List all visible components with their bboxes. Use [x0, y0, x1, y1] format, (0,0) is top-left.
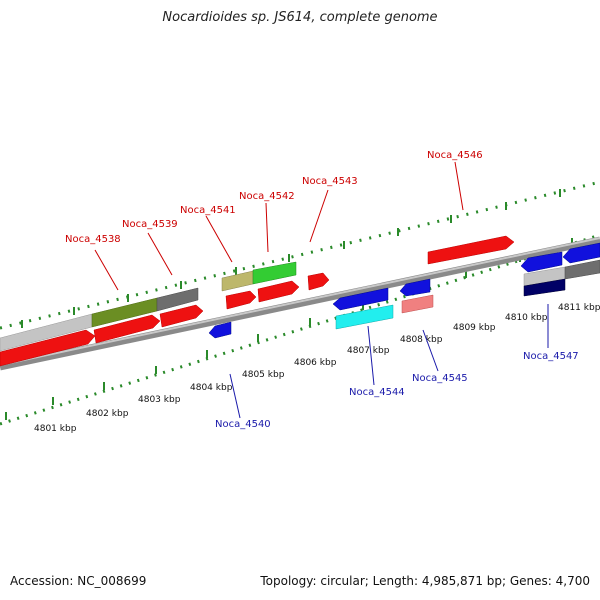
backbone-highlight: [0, 237, 600, 366]
scale-label: 4801 kbp: [34, 424, 77, 434]
scale-label: 4810 kbp: [505, 313, 548, 323]
scale-label: 4811 kbp: [558, 303, 600, 313]
gene-label[interactable]: Noca_4546: [427, 150, 483, 161]
right-gene-tracks: [332, 235, 600, 330]
lower-tick-ring: [0, 233, 600, 426]
gene-label[interactable]: Noca_4547: [523, 351, 579, 362]
scale-label: 4803 kbp: [138, 395, 181, 405]
accession-text: Accession: NC_008699: [10, 574, 147, 588]
scale-label: 4805 kbp: [242, 370, 285, 380]
genome-summary-text: Topology: circular; Length: 4,985,871 bp…: [260, 574, 590, 588]
gene-red: [225, 290, 257, 310]
gene-red: [93, 314, 161, 344]
feature-labels: Noca_4538 Noca_4539 Noca_4541 Noca_4542 …: [65, 150, 579, 430]
callout-line: [229, 373, 241, 419]
lower-dotted-line: [0, 233, 600, 426]
scale-label: 4809 kbp: [453, 323, 496, 333]
gene-navy-rev: [523, 278, 566, 297]
gene-label[interactable]: Noca_4543: [302, 176, 358, 187]
scale-labels: 4801 kbp 4802 kbp 4803 kbp 4804 kbp 4805…: [34, 303, 600, 434]
callout-line: [454, 161, 464, 211]
gene-green: [252, 261, 297, 285]
gene-label[interactable]: Noca_4542: [239, 191, 295, 202]
gene-blue-rev: [520, 251, 563, 273]
gene-label[interactable]: Noca_4541: [180, 205, 236, 216]
gene-pink-rev: [401, 294, 434, 314]
gene-grey-dark: [564, 259, 600, 280]
gene-red: [257, 280, 300, 303]
scale-label: 4804 kbp: [190, 383, 233, 393]
callout-line: [422, 329, 439, 372]
scale-label: 4807 kbp: [347, 346, 390, 356]
callout-line: [265, 202, 269, 253]
gene-red: [0, 329, 96, 367]
scale-label: 4808 kbp: [400, 335, 443, 345]
gene-label[interactable]: Noca_4538: [65, 234, 121, 245]
scale-label: 4806 kbp: [294, 358, 337, 368]
backbone-line: [0, 236, 600, 371]
gene-tan: [221, 270, 254, 292]
gene-label[interactable]: Noca_4540: [215, 419, 271, 430]
callout-line: [205, 215, 233, 263]
gene-cyan-rev: [335, 304, 394, 330]
callout-lines: [94, 161, 549, 419]
callout-line: [367, 325, 375, 386]
gene-blue-rev: [399, 278, 431, 297]
callout-line: [147, 232, 173, 276]
genome-backbone: [0, 236, 600, 371]
map-title: Nocardioides sp. JS614, complete genome: [162, 10, 438, 25]
gene-blue-rev: [208, 321, 232, 339]
callout-line: [94, 249, 119, 291]
gene-label[interactable]: Noca_4545: [412, 373, 468, 384]
scale-label: 4802 kbp: [86, 409, 129, 419]
callout-line: [309, 189, 329, 243]
left-gene-tracks: [0, 261, 330, 367]
gene-label[interactable]: Noca_4539: [122, 219, 178, 230]
gene-red: [307, 272, 330, 291]
gene-red: [427, 235, 515, 265]
gene-grey-dark: [156, 287, 199, 312]
upper-tick-ring: [0, 180, 600, 330]
gene-label[interactable]: Noca_4544: [349, 387, 405, 398]
gene-blue-rev: [332, 287, 389, 311]
gene-blue-rev: [562, 242, 600, 264]
gene-red: [159, 304, 204, 328]
